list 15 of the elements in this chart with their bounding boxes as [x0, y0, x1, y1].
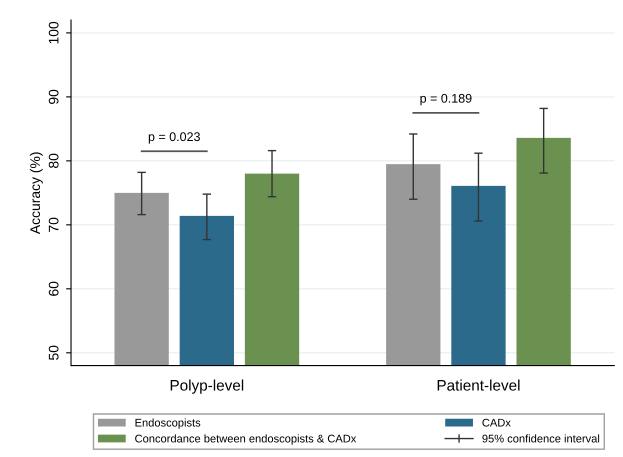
annotation: p = 0.189 — [420, 94, 472, 106]
legend-label: Endoscopists — [136, 418, 200, 429]
legend-label: CADx — [482, 418, 511, 427]
y-tick-label: 90 — [48, 90, 59, 104]
annotation: p = 0.023 — [148, 132, 200, 144]
text: 95% confidence interval — [482, 434, 600, 443]
x-tick-label: Patient-level — [438, 379, 520, 391]
y-tick-label: 50 — [48, 346, 59, 360]
y-tick-label: 60 — [48, 282, 59, 296]
y-tick-label: 70 — [48, 218, 59, 232]
y-tick-label: 100 — [48, 22, 59, 44]
x-tick-label: Polyp-level — [170, 379, 244, 394]
legend-label: Concordance between endoscopists & CADx — [135, 434, 356, 445]
y-axis-title: Accuracy (%) — [30, 152, 43, 234]
y-tick-label: 80 — [48, 154, 59, 168]
